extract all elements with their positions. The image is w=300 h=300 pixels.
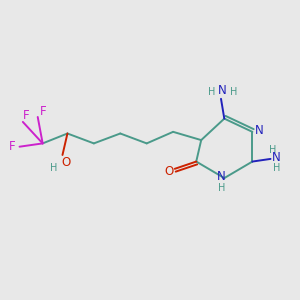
- Text: N: N: [255, 124, 264, 137]
- Text: H: H: [230, 86, 237, 97]
- Text: H: H: [273, 163, 280, 173]
- Text: F: F: [40, 104, 47, 118]
- Text: O: O: [164, 165, 173, 178]
- Text: H: H: [268, 145, 276, 155]
- Text: H: H: [50, 163, 57, 172]
- Text: H: H: [208, 86, 215, 97]
- Text: N: N: [217, 170, 226, 183]
- Text: F: F: [23, 110, 29, 122]
- Text: F: F: [9, 140, 16, 152]
- Text: N: N: [218, 84, 227, 97]
- Text: O: O: [61, 156, 70, 169]
- Text: H: H: [218, 183, 225, 193]
- Text: N: N: [272, 151, 281, 164]
